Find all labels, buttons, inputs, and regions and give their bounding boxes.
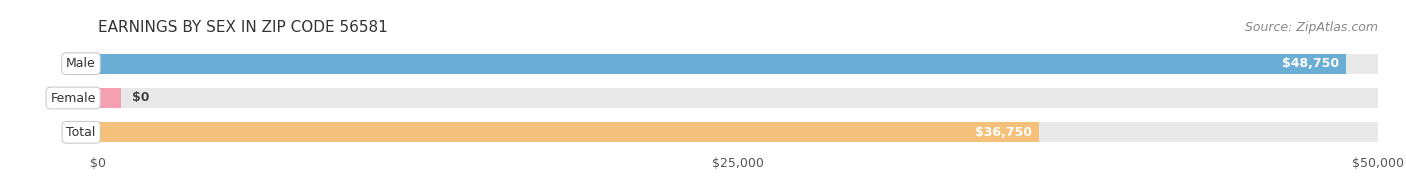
Bar <box>98 88 121 108</box>
Bar <box>98 88 1378 108</box>
Text: EARNINGS BY SEX IN ZIP CODE 56581: EARNINGS BY SEX IN ZIP CODE 56581 <box>98 20 388 35</box>
Text: Source: ZipAtlas.com: Source: ZipAtlas.com <box>1244 21 1378 34</box>
Text: $36,750: $36,750 <box>976 126 1032 139</box>
Bar <box>98 122 1378 142</box>
Text: Male: Male <box>66 57 96 70</box>
Text: Total: Total <box>66 126 96 139</box>
Bar <box>98 54 1346 74</box>
Text: $48,750: $48,750 <box>1282 57 1340 70</box>
Bar <box>98 122 1039 142</box>
Bar <box>98 54 1378 74</box>
Text: $0: $0 <box>132 92 149 104</box>
Text: Female: Female <box>51 92 96 104</box>
